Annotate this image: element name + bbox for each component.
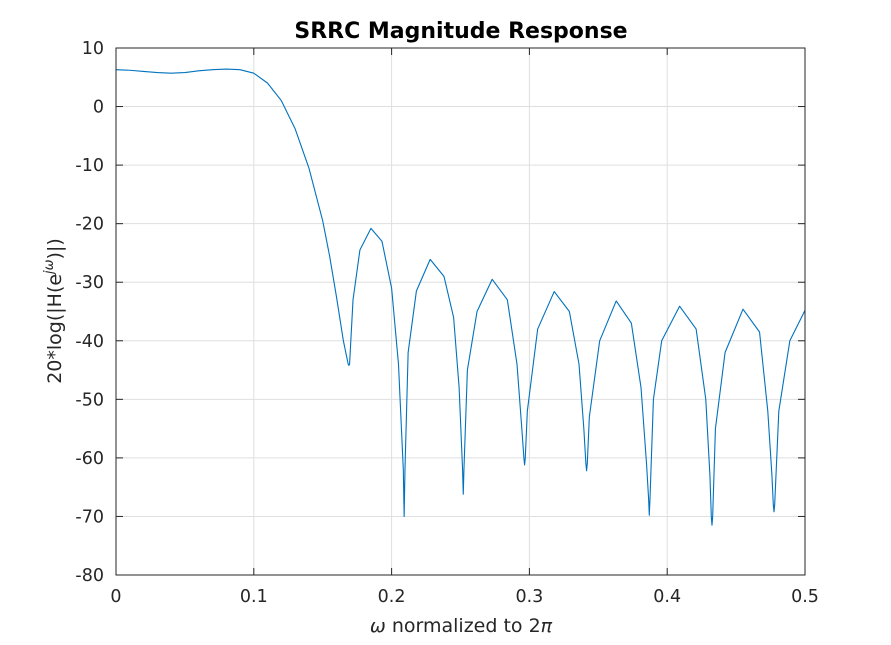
grid: [115, 47, 806, 576]
x-tick-label: 0.3: [515, 587, 543, 607]
tick-marks: [115, 47, 806, 576]
y-tick-label: -50: [75, 390, 104, 410]
x-tick-label: 0: [110, 587, 121, 607]
x-axis-label-text: normalized to 2: [386, 615, 541, 637]
magnitude-response-line: [115, 68, 806, 526]
x-tick-label: 0.1: [240, 587, 268, 607]
x-axis-label-pi: π: [541, 615, 553, 637]
chart-title: SRRC Magnitude Response: [294, 19, 627, 44]
y-tick-label: -70: [75, 507, 104, 527]
y-tick-label: -20: [75, 215, 104, 235]
x-axis-label: ω normalized to 2π: [370, 615, 553, 637]
y-tick-label: -40: [75, 332, 104, 352]
x-tick-label: 0.4: [653, 587, 681, 607]
series-layer: [115, 68, 806, 526]
x-tick-labels: 0 0.1 0.2 0.3 0.4 0.5: [110, 587, 818, 607]
y-tick-label: -60: [75, 449, 104, 469]
y-tick-label: -10: [75, 156, 104, 176]
y-axis-label-superscript: jω: [42, 259, 57, 276]
axes-box: [115, 47, 806, 576]
plot-area-background: [116, 48, 805, 575]
x-tick-label: 0.5: [791, 587, 819, 607]
x-axis-label-symbol: ω: [370, 615, 386, 637]
y-axis-label-prefix: 20*log(|H(e: [44, 274, 66, 384]
y-axis-label-suffix: )|): [44, 238, 66, 259]
y-tick-label: 0: [93, 98, 104, 118]
x-tick-label: 0.2: [378, 587, 406, 607]
y-tick-labels: 10 0 -10 -20 -30 -40 -50 -60 -70 -80: [75, 39, 104, 586]
y-tick-label: -80: [75, 566, 104, 586]
y-axis-label: 20*log(|H(ejω)|): [42, 238, 66, 384]
y-tick-label: -30: [75, 273, 104, 293]
y-tick-label: 10: [82, 39, 104, 59]
